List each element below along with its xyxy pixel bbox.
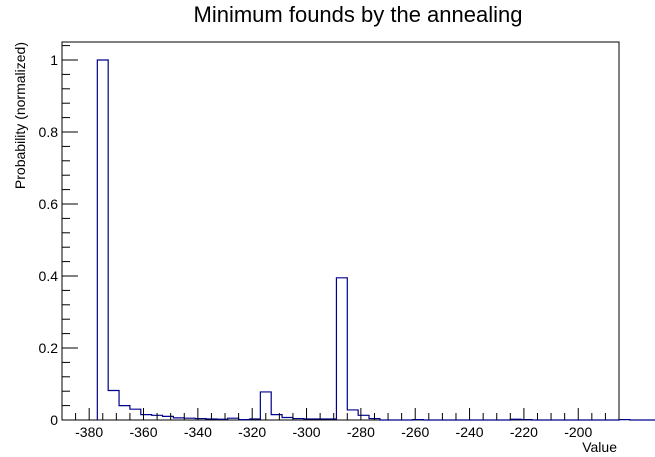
x-tick-label: -240 <box>456 424 484 440</box>
histogram-bin <box>358 415 369 420</box>
histogram-bin <box>130 409 141 420</box>
histogram-outline <box>96 59 655 421</box>
histogram-bin <box>108 390 119 420</box>
y-tick-label: 0 <box>50 412 58 428</box>
y-tick-label: 0.4 <box>39 268 59 284</box>
y-tick-label: 0.8 <box>39 124 59 140</box>
x-tick-label: -300 <box>293 424 321 440</box>
x-tick-label: -320 <box>238 424 266 440</box>
x-tick-label: -260 <box>401 424 429 440</box>
y-axis-ticks: 0 0.2 0.4 0.6 0.8 1 <box>39 45 78 428</box>
x-axis-ticks: -380 -360 -340 -320 -300 -280 -260 -240 -220 -200 <box>75 408 620 440</box>
histogram-bin <box>119 406 130 420</box>
x-tick-label: -280 <box>347 424 375 440</box>
x-tick-label: -340 <box>184 424 212 440</box>
y-axis-label: Probability (normalized) <box>12 42 28 189</box>
x-tick-label: -200 <box>564 424 592 440</box>
chart-title: Minimum founds by the annealing <box>194 2 523 27</box>
x-tick-label: -380 <box>75 424 103 440</box>
histogram-bin <box>336 278 347 420</box>
histogram-bin <box>141 415 152 420</box>
y-tick-label: 0.2 <box>39 340 59 356</box>
plot-frame <box>61 41 620 421</box>
histogram-bin <box>97 60 108 420</box>
y-tick-label: 0.6 <box>39 196 59 212</box>
histogram-bin <box>271 415 282 420</box>
y-tick-label: 1 <box>50 52 58 68</box>
x-axis-label: Value <box>582 439 617 455</box>
x-tick-label: -360 <box>129 424 157 440</box>
histogram-bars <box>96 59 655 421</box>
x-tick-label: -220 <box>510 424 538 440</box>
histogram-bin <box>347 410 358 420</box>
